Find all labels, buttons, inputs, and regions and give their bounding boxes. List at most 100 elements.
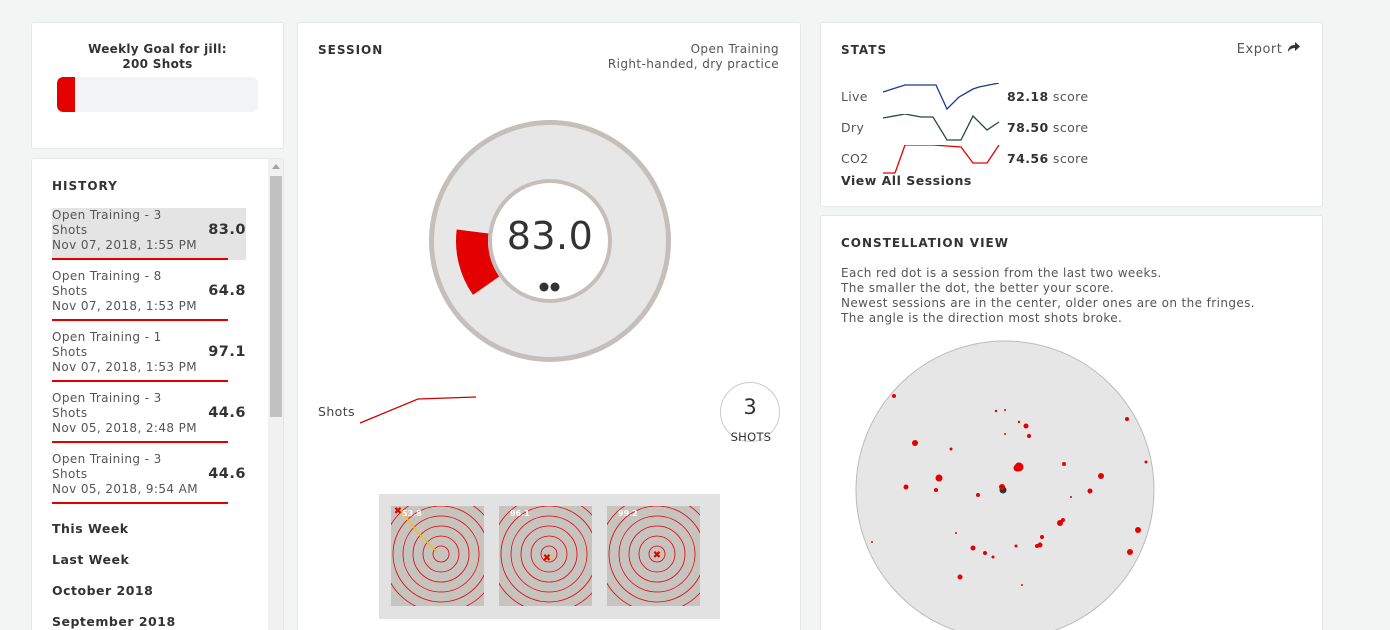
history-item[interactable]: Open Training - 8 Shots Nov 07, 2018, 1:5… bbox=[52, 269, 246, 321]
session-dot[interactable] bbox=[991, 555, 995, 559]
session-dot[interactable] bbox=[1004, 433, 1006, 435]
session-card: SESSION Open Training Right-handed, dry … bbox=[297, 22, 801, 630]
history-item-score: 64.8 bbox=[208, 283, 246, 299]
session-dot[interactable] bbox=[1127, 549, 1133, 555]
session-dot[interactable] bbox=[1035, 544, 1039, 548]
stat-row-live: Live 82.18 score bbox=[841, 83, 1301, 111]
session-dot[interactable] bbox=[935, 474, 943, 482]
shot-targets-strip: ✖ 53.8 ✖ 96.1 ✖ 99.2 bbox=[379, 494, 720, 619]
score-gauge-graphic bbox=[429, 120, 671, 362]
stats-card: STATS Export Live 82.18 score Dry 78.50 … bbox=[820, 22, 1323, 207]
constellation-desc-line: Each red dot is a session from the last … bbox=[841, 266, 1162, 280]
session-dot[interactable] bbox=[1040, 535, 1044, 539]
session-dot[interactable] bbox=[903, 484, 909, 490]
scroll-up-arrow-icon[interactable] bbox=[272, 164, 280, 169]
stat-score-dry: 78.50 score bbox=[1007, 120, 1089, 135]
history-title: HISTORY bbox=[52, 179, 118, 193]
session-dot[interactable] bbox=[1098, 473, 1104, 479]
history-group-heading[interactable]: Last Week bbox=[52, 552, 130, 567]
history-scrollbar[interactable] bbox=[268, 159, 283, 630]
stat-label-co2: CO2 bbox=[841, 151, 869, 166]
weekly-goal-card: Weekly Goal for jill: 200 Shots bbox=[31, 22, 284, 149]
history-group-heading[interactable]: September 2018 bbox=[52, 614, 176, 629]
session-dot[interactable] bbox=[1013, 464, 1021, 472]
shot-dot-icon bbox=[539, 282, 549, 292]
stats-title: STATS bbox=[841, 43, 888, 57]
stat-sparkline-dry bbox=[882, 114, 1000, 141]
session-dot[interactable] bbox=[999, 484, 1005, 490]
history-item-name: Open Training - 3 Shots bbox=[52, 391, 162, 420]
stat-sparkline-live bbox=[882, 83, 1000, 111]
session-dot[interactable] bbox=[1057, 520, 1063, 526]
session-dot[interactable] bbox=[1144, 460, 1148, 464]
history-item[interactable]: Open Training - 1 Shots Nov 07, 2018, 1:5… bbox=[52, 330, 246, 382]
session-dot[interactable] bbox=[955, 532, 957, 534]
session-title: SESSION bbox=[318, 43, 384, 57]
session-dot[interactable] bbox=[1023, 423, 1029, 429]
session-dot[interactable] bbox=[994, 409, 998, 413]
constellation-desc-line: Newest sessions are in the center, older… bbox=[841, 296, 1256, 310]
session-dot[interactable] bbox=[912, 440, 918, 446]
session-dot[interactable] bbox=[1087, 488, 1093, 494]
history-item[interactable]: Open Training - 3 Shots Nov 05, 2018, 2:4… bbox=[52, 391, 246, 443]
session-dot[interactable] bbox=[1061, 518, 1065, 522]
shot-count-label: SHOTS bbox=[730, 430, 772, 444]
session-dot[interactable] bbox=[957, 574, 963, 580]
constellation-desc-line: The angle is the direction most shots br… bbox=[841, 311, 1123, 325]
session-dot[interactable] bbox=[1125, 417, 1129, 421]
history-item[interactable]: Open Training - 3 Shots Nov 07, 2018, 1:5… bbox=[52, 208, 246, 260]
history-group-heading[interactable]: This Week bbox=[52, 521, 129, 536]
share-arrow-icon bbox=[1288, 42, 1300, 52]
shot-count-value: 3 bbox=[743, 395, 757, 419]
constellation-desc-line: The smaller the dot, the better your sco… bbox=[841, 281, 1115, 295]
shot-target[interactable]: ✖ 96.1 bbox=[499, 506, 592, 606]
history-scroll-thumb[interactable] bbox=[270, 176, 282, 417]
session-dot[interactable] bbox=[1004, 409, 1006, 411]
shot-dot-icon bbox=[550, 282, 560, 292]
shot-target-score: 53.8 bbox=[402, 509, 422, 518]
history-item-name: Open Training - 3 Shots bbox=[52, 208, 162, 237]
stat-sparkline-co2 bbox=[883, 145, 1000, 174]
constellation-card: CONSTELLATION VIEW Each red dot is a ses… bbox=[820, 215, 1323, 630]
target-icon: ✖ bbox=[499, 506, 592, 606]
session-dot[interactable] bbox=[976, 493, 980, 497]
session-dot[interactable] bbox=[1135, 527, 1141, 533]
constellation-plot-area bbox=[855, 340, 1155, 630]
session-score: 83.0 bbox=[506, 214, 594, 258]
history-item-date: Nov 07, 2018, 1:53 PM bbox=[52, 299, 198, 313]
history-item-name: Open Training - 8 Shots bbox=[52, 269, 162, 298]
stat-score-co2: 74.56 score bbox=[1007, 151, 1089, 166]
session-dot[interactable] bbox=[934, 488, 938, 492]
shot-count-badge: 3 SHOTS bbox=[720, 382, 780, 444]
stat-row-dry: Dry 78.50 score bbox=[841, 114, 1301, 141]
session-dot[interactable] bbox=[1014, 544, 1018, 548]
session-dot[interactable] bbox=[871, 541, 873, 543]
history-item-date: Nov 05, 2018, 9:54 AM bbox=[52, 482, 199, 496]
weekly-goal-title-line1: Weekly Goal for jill: bbox=[88, 42, 227, 56]
weekly-goal-progress-fill bbox=[57, 77, 76, 112]
target-icon: ✖ bbox=[391, 506, 484, 606]
gauge-inner-face bbox=[492, 183, 608, 299]
session-dot[interactable] bbox=[970, 545, 976, 551]
history-item[interactable]: Open Training - 3 Shots Nov 05, 2018, 9:5… bbox=[52, 452, 246, 504]
export-button[interactable]: Export bbox=[1237, 41, 1301, 57]
session-dot[interactable] bbox=[1062, 462, 1066, 466]
session-dot[interactable] bbox=[983, 551, 987, 555]
shot-target[interactable]: ✖ 99.2 bbox=[607, 506, 700, 606]
session-dot[interactable] bbox=[1017, 420, 1021, 424]
history-item-date: Nov 07, 2018, 1:53 PM bbox=[52, 360, 198, 374]
history-item-score: 44.6 bbox=[208, 466, 246, 482]
shot-target[interactable]: ✖ 53.8 bbox=[391, 506, 484, 606]
history-item-score: 83.0 bbox=[208, 222, 246, 238]
session-dot[interactable] bbox=[892, 394, 896, 398]
session-dot[interactable] bbox=[1070, 496, 1072, 498]
history-list: Open Training - 3 Shots Nov 07, 2018, 1:5… bbox=[52, 208, 248, 513]
history-group-heading[interactable]: October 2018 bbox=[52, 583, 154, 598]
shot-target-score: 99.2 bbox=[618, 509, 638, 518]
session-dot[interactable] bbox=[1027, 434, 1031, 438]
session-dot[interactable] bbox=[949, 447, 953, 451]
weekly-goal-title: Weekly Goal for jill: 200 Shots bbox=[32, 42, 283, 72]
history-item-score: 44.6 bbox=[208, 405, 246, 421]
view-all-sessions-link[interactable]: View All Sessions bbox=[841, 173, 972, 188]
session-dot[interactable] bbox=[1021, 584, 1023, 586]
